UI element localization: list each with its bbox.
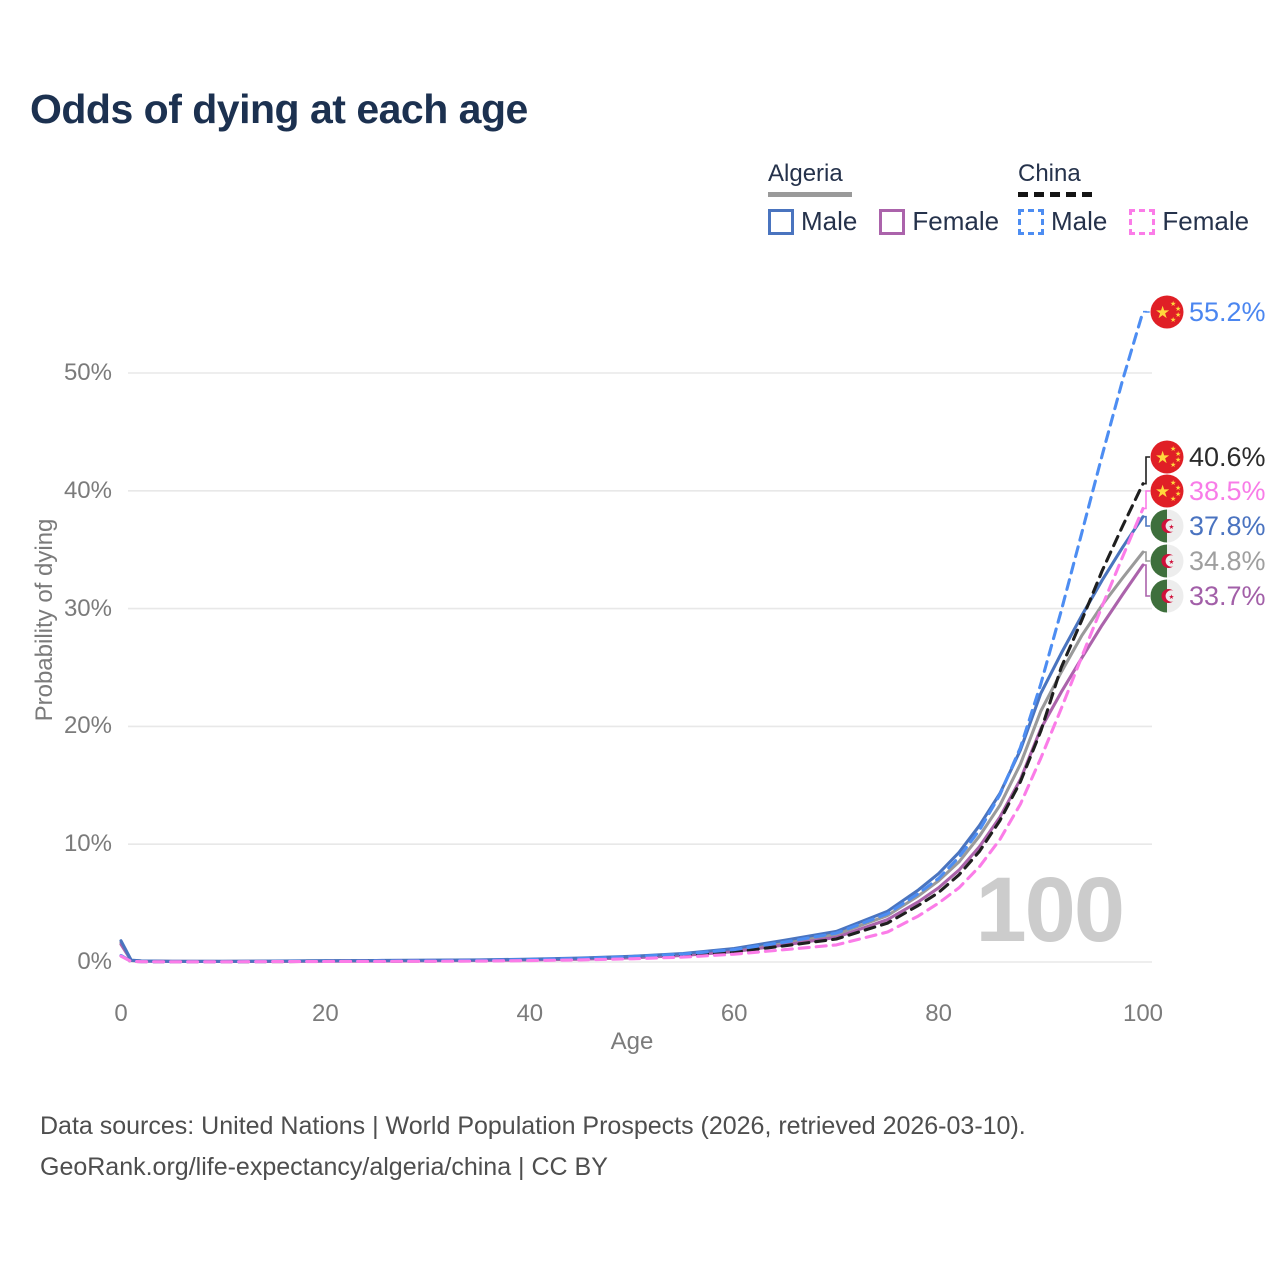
algeria-line-style-sample xyxy=(768,192,852,197)
end-value-algeria: 34.8% xyxy=(1189,545,1266,576)
x-axis-title: Age xyxy=(610,1028,654,1055)
y-tick-label: 50% xyxy=(63,359,112,386)
end-label-china-male: ★ ★ ★ ★ ★ 55.2% xyxy=(1150,295,1266,329)
x-tick-label: 40 xyxy=(516,1000,544,1027)
svg-text:★: ★ xyxy=(1155,303,1170,322)
china-flag-icon: ★ ★★★★ xyxy=(1150,295,1184,329)
svg-text:★: ★ xyxy=(1170,300,1176,308)
end-label-china: ★ ★ ★ ★ ★ 40.6% xyxy=(1150,440,1266,474)
footer-data-sources: Data sources: United Nations | World Pop… xyxy=(40,1112,1026,1140)
end-value-china: 40.6% xyxy=(1189,441,1266,472)
svg-text:★: ★ xyxy=(1170,316,1176,324)
legend-swatch-algeria-female[interactable] xyxy=(879,208,906,235)
algeria-flag-icon: ★ xyxy=(1150,579,1184,613)
y-tick-label: 40% xyxy=(63,476,112,504)
current-age-watermark: 100 xyxy=(975,859,1126,961)
end-label-china-female: ★ ★ ★ ★ ★ 38.5% xyxy=(1150,474,1266,508)
legend-label-algeria-female[interactable]: Female xyxy=(912,206,1000,236)
svg-text:★: ★ xyxy=(1175,450,1181,458)
x-tick-label: 80 xyxy=(925,1000,952,1027)
svg-text:★: ★ xyxy=(1169,558,1175,566)
svg-text:★: ★ xyxy=(1170,461,1176,469)
end-value-algeria-female: 33.7% xyxy=(1189,580,1266,611)
algeria-flag-icon: ★ xyxy=(1150,509,1184,543)
footer: Data sources: United Nations | World Pop… xyxy=(40,1106,1026,1188)
china-line-style-sample xyxy=(1018,192,1092,197)
china-flag-icon: ★ ★★★★ xyxy=(1150,440,1184,474)
svg-text:★: ★ xyxy=(1169,593,1175,601)
algeria-flag-icon: ★ xyxy=(1150,544,1184,578)
end-value-algeria-male: 37.8% xyxy=(1189,510,1266,541)
callout-connector-algeria-female xyxy=(1143,564,1150,597)
y-tick-label: 20% xyxy=(63,712,112,740)
svg-text:★: ★ xyxy=(1175,456,1181,464)
legend-group-china-title: China xyxy=(1018,160,1081,187)
legend-group-algeria-title: Algeria xyxy=(768,160,843,187)
callout-connector-algeria-male xyxy=(1143,515,1150,527)
callout-connector-china-female xyxy=(1143,490,1150,510)
svg-text:★: ★ xyxy=(1169,523,1175,531)
svg-text:★: ★ xyxy=(1175,490,1181,498)
end-label-algeria: ★ 34.8% xyxy=(1150,544,1266,578)
callout-connector-china xyxy=(1143,456,1150,485)
legend-swatch-china-female[interactable] xyxy=(1129,208,1156,235)
end-label-algeria-female: ★ 33.7% xyxy=(1150,579,1266,613)
china-flag-icon: ★ ★★★★ xyxy=(1150,474,1184,508)
svg-text:★: ★ xyxy=(1155,448,1170,467)
svg-text:★: ★ xyxy=(1170,479,1176,487)
x-tick-label: 60 xyxy=(720,1000,748,1027)
footer-attribution: GeoRank.org/life-expectancy/algeria/chin… xyxy=(40,1153,608,1181)
end-label-algeria-male: ★ 37.8% xyxy=(1150,509,1266,543)
svg-text:★: ★ xyxy=(1155,482,1170,501)
svg-text:★: ★ xyxy=(1175,484,1181,492)
legend-label-china-female[interactable]: Female xyxy=(1162,206,1250,236)
page-title: Odds of dying at each age xyxy=(30,86,528,132)
end-value-china-male: 55.2% xyxy=(1189,296,1266,327)
svg-text:★: ★ xyxy=(1170,495,1176,503)
x-tick-label: 0 xyxy=(114,1000,128,1027)
callout-connector-algeria xyxy=(1143,551,1150,562)
x-tick-label: 20 xyxy=(312,1000,339,1027)
svg-text:★: ★ xyxy=(1170,445,1176,453)
svg-text:★: ★ xyxy=(1175,311,1181,319)
svg-text:★: ★ xyxy=(1175,305,1181,313)
legend-group-china: China Male Female xyxy=(1018,160,1271,237)
legend-group-algeria: Algeria Male Female xyxy=(768,160,1021,237)
legend-swatch-china-male[interactable] xyxy=(1018,208,1044,235)
y-tick-label: 0% xyxy=(77,948,112,975)
y-tick-label: 10% xyxy=(63,830,112,858)
series-line-china-female xyxy=(119,506,1145,964)
x-tick-label: 100 xyxy=(1122,1000,1164,1027)
end-value-china-female: 38.5% xyxy=(1189,475,1266,506)
y-tick-label: 30% xyxy=(63,594,112,622)
legend-label-algeria-male[interactable]: Male xyxy=(801,206,858,236)
legend-label-china-male[interactable]: Male xyxy=(1051,206,1108,236)
legend-swatch-algeria-male[interactable] xyxy=(768,208,794,235)
